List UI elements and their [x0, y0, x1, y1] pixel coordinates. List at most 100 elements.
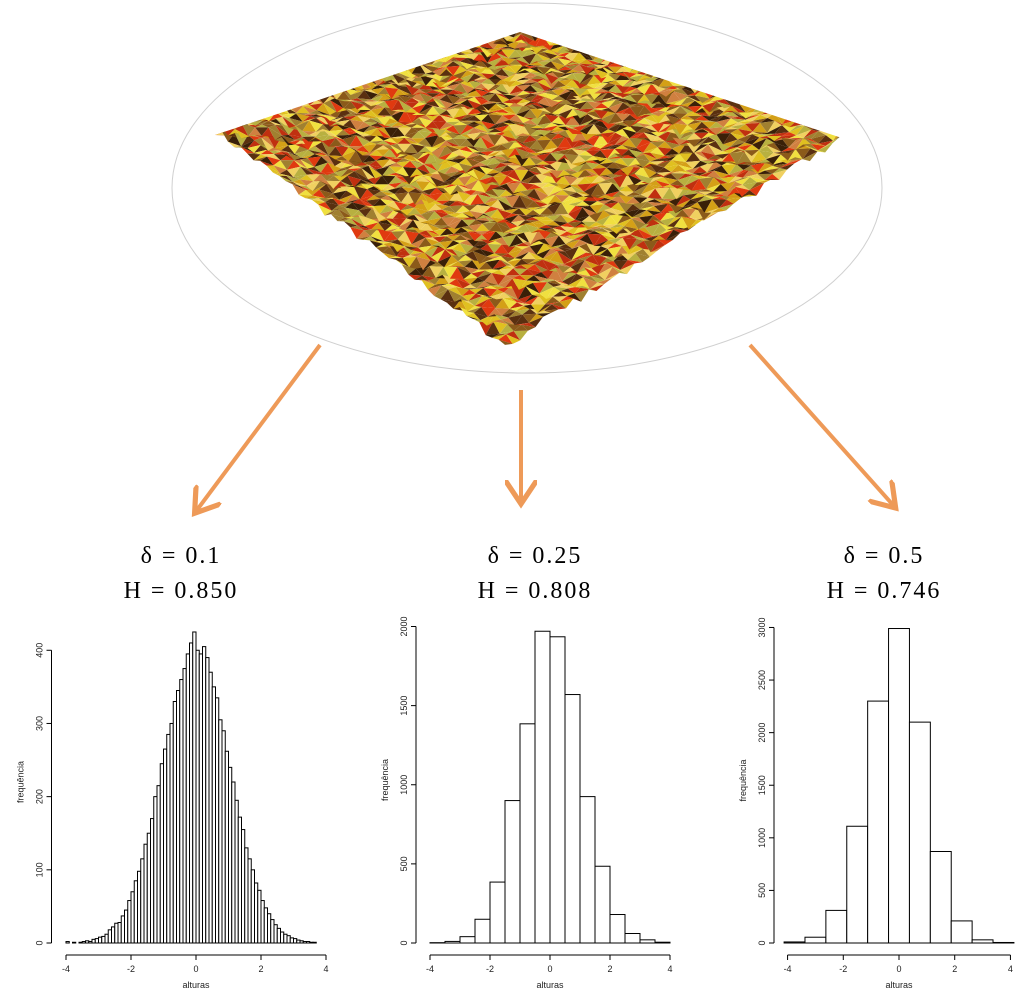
surface-facet [571, 43, 585, 53]
y-tick-label: 0 [35, 940, 45, 945]
y-tick-label: 0 [399, 940, 409, 945]
histogram-bar [993, 942, 1014, 943]
y-axis-label: frequência [380, 759, 390, 801]
surface-facet [405, 63, 419, 66]
histogram-bar [73, 942, 76, 943]
surface-facet [391, 67, 405, 69]
histogram-bar [490, 882, 505, 943]
surface-facet [579, 51, 593, 53]
surface-facet [557, 41, 571, 44]
y-tick-label: 100 [35, 862, 45, 877]
histogram-bar [550, 637, 565, 943]
surface-facet [811, 123, 826, 130]
surface-facet [513, 27, 527, 29]
x-tick-label: 4 [1008, 964, 1013, 974]
histogram-bar [784, 942, 805, 943]
x-axis-label: alturas [182, 980, 210, 990]
surface-facet [378, 72, 392, 77]
surface-facet [269, 109, 282, 115]
arrow [197, 345, 320, 510]
histogram-bar [868, 701, 889, 943]
histogram-bar [535, 631, 550, 943]
x-tick-label: -4 [62, 964, 70, 974]
x-axis-label: alturas [885, 980, 913, 990]
surface-facet [452, 44, 466, 48]
surface-facet [826, 128, 841, 135]
surface-3d [215, 26, 848, 345]
surface-facet [666, 77, 680, 80]
surface-facet [296, 100, 309, 106]
surface-facet [445, 48, 459, 53]
surface-facet [520, 27, 534, 31]
y-tick-label: 500 [757, 883, 767, 898]
y-tick-label: 2000 [757, 723, 767, 743]
histogram-bar [625, 934, 640, 943]
surface-facet [330, 84, 344, 92]
x-tick-label: -4 [426, 964, 434, 974]
annotation-h: H = 0.746 [827, 578, 942, 604]
histogram-bar [580, 797, 595, 943]
histogram-bar [595, 866, 610, 943]
surface-facet [520, 27, 534, 31]
histogram-bar [847, 826, 868, 943]
surface-facet [833, 128, 848, 140]
surface-facet [775, 113, 790, 116]
surface-facet [317, 93, 331, 97]
surface-facet [296, 99, 309, 105]
y-axis-label: frequência [16, 761, 26, 803]
surface-facet [513, 26, 527, 29]
surface-facet [804, 123, 819, 126]
y-tick-label: 0 [757, 940, 767, 945]
x-tick-label: -2 [486, 964, 494, 974]
y-tick-label: 300 [35, 716, 45, 731]
histogram-bar [66, 942, 69, 943]
surface-facet [688, 82, 703, 85]
page: {"chart_data": [ {"type": "histogram", "… [0, 0, 1018, 1002]
annotation-delta: δ = 0.25 [488, 543, 583, 569]
surface-facet [303, 95, 316, 100]
histogram-bar [972, 940, 993, 943]
y-tick-label: 200 [35, 789, 45, 804]
histogram-bar [951, 921, 972, 943]
y-tick-label: 500 [399, 856, 409, 871]
histogram-bar [610, 915, 625, 943]
surface-facet [651, 71, 665, 78]
x-tick-label: -4 [784, 964, 792, 974]
surface-facet [452, 46, 466, 51]
y-tick-label: 2500 [757, 670, 767, 690]
annotation-h: H = 0.808 [478, 578, 593, 604]
surface-facet [445, 51, 459, 53]
surface-facet [229, 124, 242, 127]
surface-facet [542, 33, 556, 38]
x-tick-label: 2 [952, 964, 957, 974]
surface-facet [644, 69, 658, 75]
figure: δ = 0.1H = 0.8500100200300400-4-2024altu… [0, 0, 1018, 1002]
surface-facet [695, 83, 710, 93]
histogram-bar [475, 919, 490, 943]
histogram-bar [805, 937, 826, 943]
histogram-bar [565, 695, 580, 943]
y-tick-label: 1500 [399, 696, 409, 716]
surface-facet [459, 43, 473, 47]
surface-facet [528, 30, 542, 32]
x-tick-label: 2 [607, 964, 612, 974]
surface-facet [222, 126, 235, 129]
surface-facet [637, 63, 651, 73]
surface-facet [753, 104, 768, 112]
y-tick-label: 1500 [757, 775, 767, 795]
annotation-h: H = 0.850 [124, 578, 239, 604]
y-tick-label: 400 [35, 643, 45, 658]
surface-facet [819, 123, 834, 131]
x-tick-label: 4 [667, 964, 672, 974]
histogram-bar [655, 942, 670, 943]
y-tick-label: 1000 [399, 775, 409, 795]
x-tick-label: 0 [193, 964, 198, 974]
surface-facet [702, 85, 717, 93]
annotation-delta: δ = 0.1 [141, 543, 222, 569]
x-tick-label: 0 [896, 964, 901, 974]
histogram-bar [445, 941, 460, 943]
histogram-bar [313, 942, 316, 943]
histogram-bar [826, 910, 847, 943]
histogram-bar [460, 937, 475, 943]
y-tick-label: 1000 [757, 828, 767, 848]
